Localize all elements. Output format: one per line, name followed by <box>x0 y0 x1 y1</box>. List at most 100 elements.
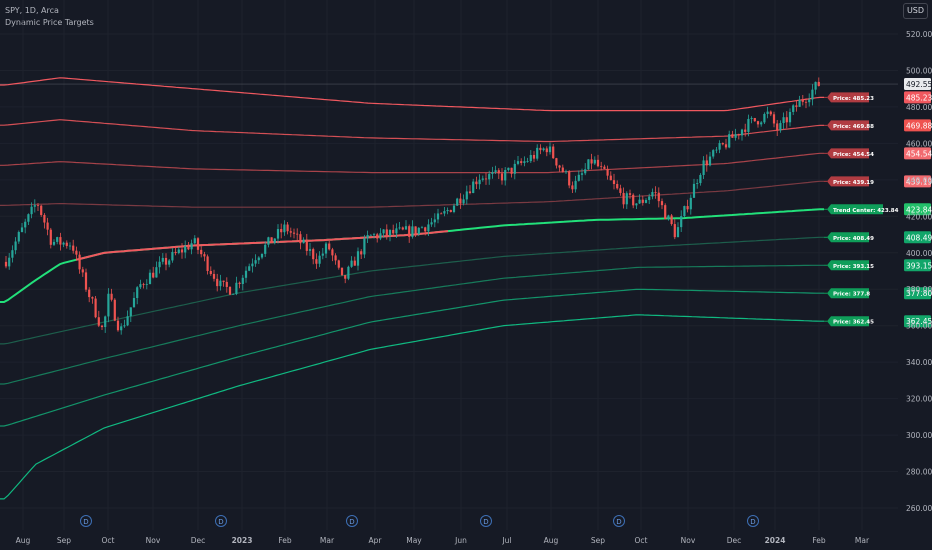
candle-body <box>337 260 340 268</box>
candle-body <box>286 224 289 232</box>
candle-body <box>462 199 465 204</box>
candle-body <box>340 267 344 276</box>
candle-body <box>740 129 744 136</box>
candle-body <box>356 251 360 266</box>
candle-body <box>81 269 84 273</box>
candle-body <box>539 147 542 151</box>
candle-body <box>497 170 500 174</box>
axis-price-label: 377.80 <box>906 289 932 298</box>
candle-body <box>472 181 475 194</box>
target-tag-bg <box>827 260 869 271</box>
candle-body <box>747 118 750 132</box>
candle-body <box>347 266 350 279</box>
candle-body <box>555 158 558 166</box>
target-tag-bg <box>827 176 869 187</box>
currency-button[interactable]: USD <box>903 3 928 19</box>
candle-body <box>139 284 142 288</box>
candle-body <box>8 257 11 267</box>
target-tag-bg <box>827 316 869 327</box>
candle-body <box>104 316 107 328</box>
candle-body <box>177 249 180 254</box>
axis-price-label: 485.23 <box>906 93 932 102</box>
dividend-marker-circle <box>80 515 92 527</box>
candle-body <box>30 206 33 215</box>
band-line <box>0 264 824 385</box>
candle-body <box>97 317 100 326</box>
candle-body <box>216 278 219 287</box>
dividend-marker: D <box>613 515 625 527</box>
candle-body <box>792 105 795 112</box>
candle-body <box>168 260 171 265</box>
candle-body <box>420 227 424 229</box>
candle-body <box>814 81 817 90</box>
candle-body <box>148 272 152 285</box>
candle-body <box>699 174 702 184</box>
x-tick-label: Nov <box>146 536 161 545</box>
candle-body <box>622 192 625 205</box>
chart-title: SPY, 1D, Arca <box>5 6 59 15</box>
candle-body <box>75 250 78 255</box>
x-tick-label: Nov <box>681 536 696 545</box>
candle-body <box>209 270 212 274</box>
candle-body <box>763 113 766 123</box>
candle-body <box>20 227 24 233</box>
x-tick-label: Feb <box>278 536 292 545</box>
axis-price-bg <box>904 259 931 272</box>
candle-body <box>372 234 376 236</box>
candle-body <box>488 173 491 180</box>
target-tag-label: Price: 393.15 <box>833 264 874 270</box>
candle-body <box>664 205 667 220</box>
y-tick-label: 300.00 <box>906 431 932 440</box>
candle-body <box>516 161 520 164</box>
x-tick-label: Aug <box>544 536 559 545</box>
candle-body <box>312 249 315 260</box>
candle-body <box>27 214 30 222</box>
candle-body <box>600 166 603 168</box>
candle-body <box>59 237 62 245</box>
candle-body <box>392 229 395 234</box>
candle-body <box>532 154 536 159</box>
y-tick-label: 420.00 <box>906 212 932 221</box>
candle-body <box>232 293 235 295</box>
candle-body <box>203 254 206 257</box>
candle-body <box>545 148 548 153</box>
candle-body <box>65 242 68 246</box>
candle-body <box>798 99 801 107</box>
candle-body <box>302 239 305 244</box>
candle-body <box>353 260 356 266</box>
candle-body <box>510 167 513 174</box>
candle-body <box>324 243 328 254</box>
candle-body <box>452 205 456 213</box>
candle-body <box>123 325 126 327</box>
candle-body <box>724 144 728 148</box>
candle-body <box>244 270 248 278</box>
target-tag-bg <box>827 92 869 103</box>
candle-body <box>385 229 388 236</box>
candle-body <box>612 180 616 185</box>
candle-body <box>436 213 440 220</box>
dividend-marker-label: D <box>483 518 488 526</box>
candle-body <box>507 167 510 171</box>
candle-body <box>772 114 776 124</box>
x-tick-label: 2024 <box>765 536 786 545</box>
candle-body <box>632 194 635 206</box>
target-tag-label: Price: 469.88 <box>833 124 874 130</box>
candle-body <box>4 261 8 267</box>
target-tag-bg <box>827 148 869 159</box>
candle-body <box>158 261 161 268</box>
last-price-label: 492.55 <box>906 80 932 89</box>
dividend-marker-circle <box>613 515 625 527</box>
x-tick-label: Jul <box>501 536 511 545</box>
y-tick-label: 500.00 <box>906 66 932 75</box>
candle-body <box>260 253 264 258</box>
candle-body <box>670 215 673 225</box>
time-axis: Aug Sep Oct Nov Dec 2023 Feb Mar Apr May Jun Jul Aug… <box>16 536 870 545</box>
target-tag-label: Price: 454.54 <box>833 152 874 158</box>
candle-body <box>408 226 411 237</box>
candle-body <box>110 293 113 300</box>
candle-body <box>366 235 369 239</box>
candle-body <box>737 134 740 136</box>
candle-body <box>718 143 721 150</box>
candle-body <box>331 249 334 256</box>
